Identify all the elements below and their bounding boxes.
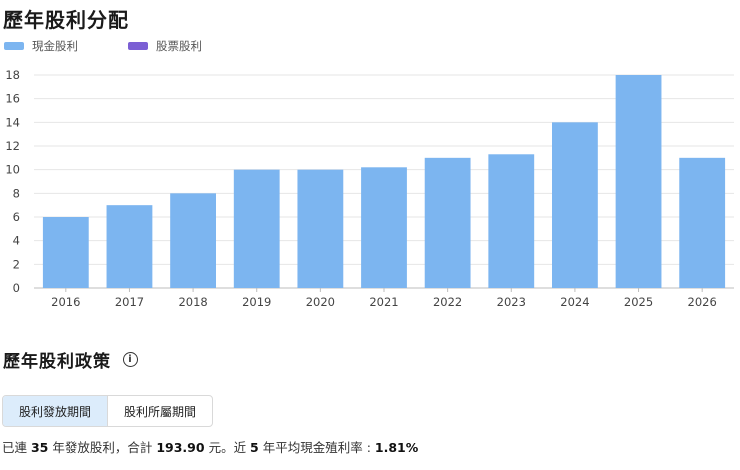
y-tick-label: 16 — [5, 92, 20, 106]
x-tick-label: 2019 — [242, 295, 271, 309]
bar-cash-dividend — [42, 217, 89, 288]
bar-cash-dividend — [297, 169, 344, 288]
dividend-bar-chart: 0 2 4 6 8 10 12 14 16 18 2016 2017 2018 2019 2020 2021 2… — [5, 68, 734, 309]
summary-text-2: 年發放股利，合計 — [48, 440, 157, 455]
bar-cash-dividend — [615, 75, 662, 288]
y-tick-label: 8 — [13, 186, 20, 200]
legend-item-cash[interactable]: 現金股利 — [4, 38, 78, 54]
tab-belonging-period[interactable]: 股利所屬期間 — [107, 396, 212, 426]
y-tick-label: 10 — [5, 163, 20, 177]
dividend-summary: 已連 35 年發放股利，合計 193.90 元。近 5 年平均現金殖利率 : 1… — [2, 437, 418, 456]
bar-cash-dividend — [552, 122, 598, 288]
summary-yield: 1.81% — [374, 440, 419, 455]
legend-label-stock: 股票股利 — [156, 39, 202, 53]
bar-cash-dividend — [106, 205, 153, 288]
y-tick-label: 18 — [5, 68, 20, 82]
y-tick-label: 0 — [13, 281, 20, 295]
summary-recent-years: 5 — [250, 440, 259, 455]
bar-cash-dividend — [233, 169, 280, 288]
x-tick-label: 2023 — [497, 295, 526, 309]
y-tick-label: 2 — [13, 257, 20, 271]
x-tick-label: 2026 — [688, 295, 717, 309]
dividend-policy-header: 歷年股利政策 i — [3, 347, 138, 372]
x-tick-label: 2017 — [115, 295, 144, 309]
x-tick-label: 2021 — [369, 295, 398, 309]
summary-text-1: 已連 — [2, 440, 31, 455]
bar-cash-dividend — [361, 167, 407, 288]
summary-text-3: 元。近 — [204, 440, 251, 455]
x-tick-label: 2025 — [624, 295, 653, 309]
y-tick-label: 14 — [5, 115, 20, 129]
x-tick-label: 2022 — [433, 295, 462, 309]
dividend-policy-title: 歷年股利政策 — [3, 352, 111, 372]
bar-cash-dividend — [170, 193, 216, 288]
summary-years: 35 — [30, 440, 49, 455]
info-icon[interactable]: i — [123, 352, 138, 367]
chart-legend: 現金股利 股票股利 — [4, 38, 252, 54]
y-tick-label: 6 — [13, 210, 20, 224]
x-tick-label: 2016 — [51, 295, 80, 309]
summary-total: 193.90 — [156, 440, 205, 455]
legend-swatch-stock — [128, 42, 148, 50]
legend-label-cash: 現金股利 — [32, 39, 78, 53]
bar-cash-dividend — [424, 157, 471, 288]
x-tick-label: 2020 — [306, 295, 335, 309]
summary-text-4: 年平均現金殖利率 : — [258, 440, 375, 455]
dividend-history-title: 歷年股利分配 — [3, 8, 129, 32]
x-tick-label: 2018 — [178, 295, 207, 309]
bar-cash-dividend — [679, 157, 726, 288]
legend-item-stock[interactable]: 股票股利 — [128, 38, 202, 54]
y-tick-label: 4 — [13, 234, 20, 248]
period-tabs: 股利發放期間 股利所屬期間 — [2, 395, 214, 427]
legend-swatch-cash — [4, 42, 24, 50]
tab-payment-period[interactable]: 股利發放期間 — [3, 396, 108, 426]
bar-cash-dividend — [488, 154, 535, 288]
x-tick-label: 2024 — [560, 295, 589, 309]
y-tick-label: 12 — [5, 139, 20, 153]
